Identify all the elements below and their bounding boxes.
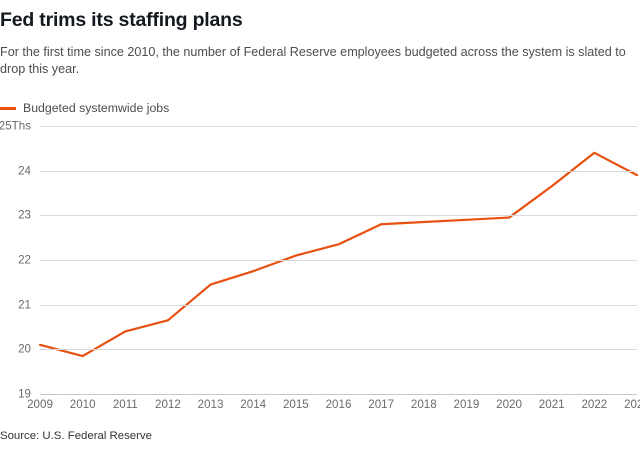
x-axis-tick-label: 2022 [581,398,608,411]
x-axis-tick-label: 2011 [112,398,138,411]
y-axis-tick-label: 23 [0,209,31,222]
x-axis-tick-label: 2010 [69,398,96,411]
legend-line-swatch-icon [0,106,16,110]
chart-legend: Budgeted systemwide jobs [0,100,169,116]
x-axis-tick-label: 2015 [282,398,309,411]
y-gridline [40,349,637,351]
y-axis-tick-label: 22 [0,254,31,267]
x-axis-tick-label: 2018 [410,398,437,411]
y-axis-tick-text: 21 [18,298,31,312]
x-axis-labels: 2009 2010 2011 2012 2013 2014 2015 2016 2017 2018… [27,398,640,416]
source-note: Source: U.S. Federal Reserve [0,430,152,442]
series-line-1 [40,153,637,356]
chart-area: 19 20 21 22 23 24 25Ths 2009 2010 2011 2012 2013 20… [0,120,640,412]
x-axis-tick-label: 2014 [240,398,267,411]
y-axis-tick-text: 23 [18,208,31,222]
y-axis-tick-text: 22 [18,253,31,267]
y-axis-tick-label: 19 [0,388,31,401]
y-axis-tick-label: 21 [0,298,31,311]
y-axis-tick-label: 20 [0,343,31,356]
y-gridline [40,260,637,261]
x-axis-tick-label: 2020 [496,398,522,411]
plot-region: 19 20 21 22 23 24 25Ths [0,120,637,401]
page-subtitle: For the first time since 2010, the numbe… [0,45,626,76]
y-axis-tick-label: 24 [0,164,31,177]
y-axis-tick-text: 19 [18,387,31,401]
x-axis-tick-label: 2012 [155,398,181,411]
y-gridline [40,215,637,217]
legend-item-label: Budgeted systemwide jobs [23,101,170,115]
line-series-svg [40,126,637,394]
x-axis-tick-label: 2017 [368,398,395,411]
x-axis-tick-label: 2019 [453,398,480,411]
y-gridline [40,394,637,395]
page-title: Fed trims its staffing plans [0,9,243,31]
x-axis-tick-label: 2023 [624,398,640,411]
x-axis-tick-label: 2016 [325,398,352,411]
x-axis-tick-label: 2009 [27,398,53,411]
x-axis-tick-label: 2021 [538,398,565,411]
y-axis-tick-label: 25Ths [0,120,31,133]
x-axis-tick-label: 2013 [197,398,224,411]
y-gridline [40,126,637,127]
y-gridline [40,304,637,306]
y-axis-tick-text: 20 [18,342,31,356]
y-axis-tick-text: 25Ths [0,119,31,133]
y-gridline [40,170,637,172]
y-axis-tick-text: 24 [18,164,31,178]
